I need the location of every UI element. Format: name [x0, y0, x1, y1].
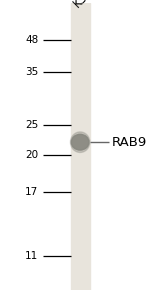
Bar	[71, 3, 90, 290]
Text: 17: 17	[25, 188, 38, 197]
Text: RAB9: RAB9	[112, 136, 147, 149]
Text: 25: 25	[25, 120, 38, 130]
Text: K562: K562	[71, 0, 101, 10]
Text: 20: 20	[25, 150, 38, 160]
Text: 35: 35	[25, 67, 38, 77]
Text: 48: 48	[25, 35, 38, 45]
Ellipse shape	[70, 132, 90, 152]
Text: 11: 11	[25, 251, 38, 260]
Ellipse shape	[71, 134, 89, 150]
